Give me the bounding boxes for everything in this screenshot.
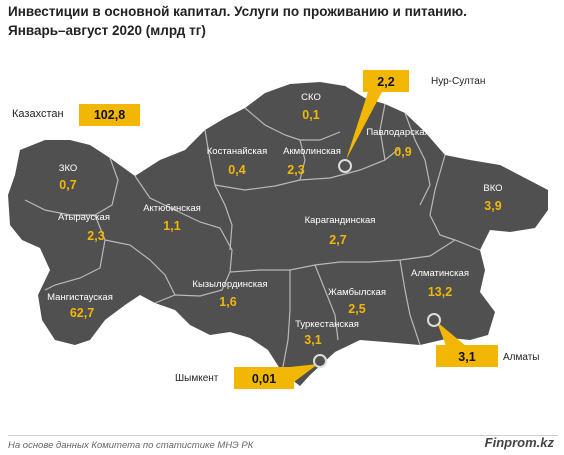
title-line-1: Инвестиции в основной капитал. Услуги по… [8,4,467,19]
region-zko-value: 0,7 [59,178,76,192]
nursultan-marker [338,159,352,173]
shymkent-marker [313,354,327,368]
region-akmola-name: Акмолинская [283,146,341,157]
region-mangistau-name: Мангистауская [47,292,113,303]
region-karaganda-name: Карагандинская [305,215,376,226]
region-mangistau-value: 62,7 [70,306,94,320]
nursultan-value: 2,2 [377,75,394,89]
shymkent-name: Шымкент [175,373,219,384]
region-kyzylorda-name: Кызылординская [192,279,267,290]
nursultan-pointer [346,92,382,160]
source-note: На основе данных Комитета по статистике … [8,440,254,451]
region-turkestan-name: Туркестанская [295,319,359,330]
region-zhambyl-name: Жамбылская [328,287,386,298]
city-shymkent: 0,01 Шымкент [175,354,327,389]
region-borders [24,103,481,373]
region-zko-name: ЗКО [59,163,78,174]
region-zhambyl-value: 2,5 [348,302,365,316]
region-pavlodar-name: Павлодарская [366,127,429,138]
almaty-value-box [436,345,498,367]
shymkent-value-box [234,367,294,389]
region-labels: СКО 0,1 Костанайская 0,4 Акмолинская 2,3… [47,92,502,347]
almaty-name: Алматы [503,352,540,363]
region-pavlodar-value: 0,9 [394,145,411,159]
region-almaty-obl-name: Алматинская [411,268,469,279]
total-label: Казахстан [12,108,64,120]
country-shape [8,82,548,386]
title-line-2: Январь–август 2020 (млрд тг) [8,23,206,38]
shymkent-pointer [290,364,318,385]
almaty-marker [427,313,441,327]
footer-divider [8,435,558,436]
nursultan-value-box [363,70,409,92]
kazakhstan-map: СКО 0,1 Костанайская 0,4 Акмолинская 2,3… [8,70,548,389]
region-kostanay-value: 0,4 [228,163,245,177]
region-atyrau-value: 2,3 [87,229,104,243]
region-aktobe-value: 1,1 [163,219,180,233]
nursultan-name: Нур-Султан [431,76,485,87]
region-vko-name: ВКО [483,183,502,194]
region-sko-value: 0,1 [302,108,319,122]
brand-logo: Finprom.kz [484,435,554,450]
region-sko-name: СКО [301,92,321,103]
shymkent-value: 0,01 [252,372,276,386]
region-atyrau-name: Атырауская [58,212,110,223]
region-turkestan-value: 3,1 [304,333,321,347]
almaty-pointer [437,322,466,346]
region-aktobe-name: Актюбинская [143,203,201,214]
city-nursultan: 2,2 Нур-Султан [338,70,485,173]
map-title: Инвестиции в основной капитал. Услуги по… [8,2,548,40]
region-vko-value: 3,9 [484,199,501,213]
city-almaty: 3,1 Алматы [427,313,540,367]
total-value-box: 102,8 [79,104,140,126]
almaty-value: 3,1 [458,350,475,364]
region-karaganda-value: 2,7 [329,233,346,247]
region-kyzylorda-value: 1,6 [219,295,236,309]
region-kostanay-name: Костанайская [207,146,267,157]
region-akmola-value: 2,3 [287,163,304,177]
region-almaty-obl-value: 13,2 [428,285,452,299]
